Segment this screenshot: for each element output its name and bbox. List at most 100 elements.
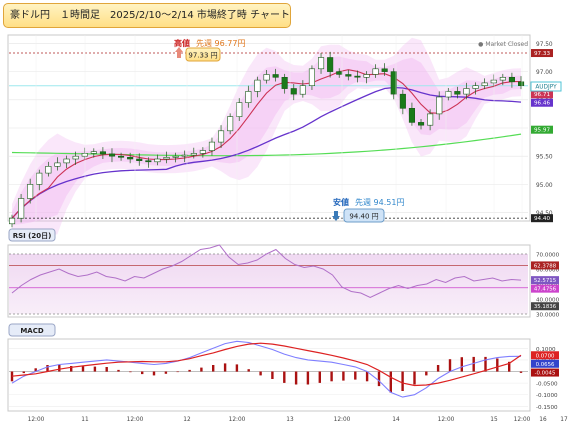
time-tick-label: 12:00: [229, 417, 246, 423]
macd-tick-label: -0.1000: [536, 393, 558, 399]
candle: [372, 68, 379, 75]
candle: [354, 75, 361, 78]
candle: [327, 57, 334, 72]
price-badge-label: 95.97: [534, 128, 550, 134]
macd-badge-label: -0.0045: [535, 371, 556, 377]
candle: [472, 85, 479, 89]
price-tick-label: 95.00: [536, 183, 553, 189]
price-badge: [531, 214, 553, 223]
macd-histogram-bar: [519, 371, 523, 373]
price-badge: [531, 125, 553, 134]
candle: [63, 158, 70, 164]
candle: [18, 198, 25, 219]
high-value-tag: [185, 47, 221, 62]
candle: [9, 217, 16, 225]
rsi-badge: [531, 276, 559, 285]
macd-histogram-bar: [342, 371, 345, 381]
up-arrow-icon: [175, 47, 183, 58]
candle: [154, 158, 161, 163]
time-tick-label: 15: [490, 417, 498, 423]
candle: [118, 155, 125, 158]
macd-histogram-bar: [93, 366, 97, 372]
candle: [454, 91, 461, 95]
macd-histogram-bar: [223, 363, 227, 372]
macd-histogram-bar: [401, 371, 404, 391]
macd-histogram-bar: [34, 368, 37, 372]
price-badge-label: 97.33: [534, 51, 550, 57]
price-badge-label: 94.40: [534, 216, 550, 222]
macd-histogram-bar: [389, 371, 392, 393]
ma-200-line: [11, 133, 522, 157]
macd-histogram-bar: [46, 365, 49, 372]
ticker-tag: [530, 81, 562, 92]
candle: [499, 77, 506, 81]
macd-histogram-bar: [425, 371, 428, 376]
ma-short-line: [11, 69, 521, 219]
time-tick-label: 16: [539, 417, 547, 423]
macd-histogram-bar: [365, 371, 369, 382]
macd-label: MACD: [20, 327, 44, 335]
signal-line: [11, 342, 522, 387]
candle: [245, 91, 252, 104]
rsi-badge: [531, 284, 559, 293]
macd-histogram-bar: [508, 361, 511, 372]
rsi-tick-label: 60.0000: [536, 268, 560, 274]
candle: [254, 79, 261, 92]
candle: [199, 150, 206, 154]
candle: [417, 122, 425, 126]
candle: [272, 74, 279, 78]
macd-histogram-bar: [117, 369, 120, 372]
macd-histogram-bar: [330, 371, 333, 382]
candle: [190, 153, 197, 156]
candle: [36, 172, 43, 185]
price-badge: [531, 49, 553, 58]
low-label: 安値: [333, 197, 349, 207]
macd-histogram-bar: [70, 366, 73, 372]
rsi-label-box: [8, 228, 56, 242]
market-status: ● Market Closed: [478, 41, 528, 48]
macd-tick-label: -0.0500: [536, 382, 558, 388]
macd-histogram-bar: [200, 367, 203, 372]
candle: [236, 102, 243, 117]
macd-tick-label: 0.1000: [536, 347, 556, 353]
candle: [181, 154, 188, 157]
macd-histogram-bar: [413, 371, 416, 385]
macd-histogram-bar: [176, 371, 179, 373]
rsi-badge-label: 35.1836: [534, 304, 557, 310]
candle: [290, 88, 297, 95]
price-badge: [531, 98, 553, 107]
macd-histogram-bar: [164, 371, 168, 374]
candle: [517, 81, 525, 87]
candle: [90, 151, 97, 154]
macd-histogram-bar: [294, 371, 298, 385]
macd-histogram-bar: [306, 371, 310, 385]
rsi-zone: [9, 254, 528, 314]
candle: [336, 71, 343, 75]
rsi-label: RSI (20日): [13, 232, 52, 240]
candle: [208, 141, 215, 151]
candle: [445, 91, 452, 98]
macd-histogram-bar: [460, 357, 463, 372]
time-tick-label: 12:00: [28, 417, 45, 423]
candle: [127, 157, 134, 160]
macd-histogram-bar: [212, 365, 215, 372]
low-prev-week: 先週 94.51円: [355, 197, 404, 207]
candle: [427, 113, 434, 126]
time-tick-label: 12:00: [127, 417, 144, 423]
candle: [408, 108, 416, 123]
candle: [363, 74, 370, 78]
candle: [27, 184, 34, 199]
macd-badge: [531, 359, 559, 368]
macd-histogram-bar: [271, 371, 274, 379]
rsi-badge-label: 62.3788: [534, 263, 557, 269]
macd-histogram-bar: [259, 371, 262, 376]
candle: [317, 57, 325, 70]
candle: [399, 93, 406, 109]
macd-histogram-bar: [436, 365, 440, 372]
macd-histogram-bar: [318, 371, 321, 383]
macd-panel: [7, 338, 531, 412]
macd-histogram-bar: [235, 364, 239, 372]
time-tick-label: 13: [286, 417, 294, 423]
time-tick-label: 12:00: [514, 417, 531, 423]
